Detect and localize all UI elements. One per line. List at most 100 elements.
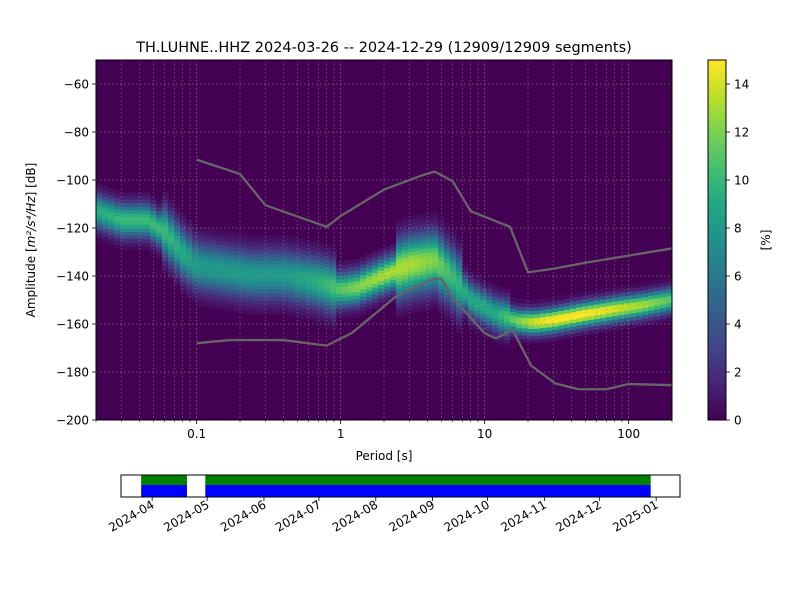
heatmap-cell bbox=[150, 217, 157, 222]
heatmap-cell bbox=[108, 238, 115, 243]
heatmap-cell bbox=[348, 278, 355, 283]
heatmap-cell bbox=[102, 189, 109, 194]
heatmap-cell bbox=[582, 291, 589, 296]
heatmap-cell bbox=[456, 264, 463, 269]
heatmap-cell bbox=[456, 249, 463, 254]
heatmap-cell bbox=[642, 318, 649, 323]
heatmap-cell bbox=[354, 306, 361, 311]
heatmap-cell bbox=[198, 269, 205, 274]
heatmap-cell bbox=[312, 299, 319, 304]
heatmap-cell bbox=[228, 256, 235, 261]
heatmap-cell bbox=[498, 341, 505, 346]
heatmap-cell bbox=[318, 293, 325, 298]
heatmap-cell bbox=[288, 276, 295, 281]
heatmap-cell bbox=[432, 265, 439, 270]
heatmap-cell bbox=[270, 300, 277, 304]
heatmap-cell bbox=[456, 271, 463, 276]
heatmap-cell bbox=[330, 257, 337, 262]
heatmap-cell bbox=[300, 300, 307, 305]
heatmap-cell bbox=[198, 258, 205, 263]
heatmap-cell bbox=[264, 292, 271, 297]
heatmap-cell bbox=[450, 285, 457, 290]
heatmap-cell bbox=[594, 329, 601, 334]
heatmap-cell bbox=[504, 332, 511, 337]
heatmap-cell bbox=[414, 308, 421, 313]
heatmap-cell bbox=[606, 298, 613, 303]
heatmap-cell bbox=[270, 256, 277, 261]
heatmap-cell bbox=[480, 321, 487, 326]
heatmap-cell bbox=[588, 323, 595, 328]
heatmap-cell bbox=[516, 302, 523, 307]
heatmap-cell bbox=[612, 322, 619, 327]
heatmap-cell bbox=[474, 325, 481, 330]
heatmap-cell bbox=[360, 292, 367, 297]
heatmap-cells bbox=[96, 183, 672, 348]
heatmap-cell bbox=[246, 295, 253, 300]
heatmap-cell bbox=[204, 238, 211, 243]
heatmap-cell bbox=[444, 255, 451, 260]
heatmap-cell bbox=[186, 262, 193, 267]
heatmap-cell bbox=[234, 279, 241, 284]
heatmap-cell bbox=[216, 301, 223, 306]
heatmap-cell bbox=[330, 300, 337, 305]
heatmap-cell bbox=[516, 320, 523, 325]
heatmap-cell bbox=[414, 282, 421, 287]
heatmap-cell bbox=[234, 247, 241, 252]
heatmap-cell bbox=[162, 264, 169, 269]
heatmap-cell bbox=[558, 303, 565, 308]
heatmap-cell bbox=[216, 244, 223, 249]
heatmap-cell bbox=[342, 304, 349, 309]
heatmap-cell bbox=[120, 235, 127, 240]
heatmap-cell bbox=[336, 297, 343, 302]
heatmap-cell bbox=[204, 295, 211, 300]
heatmap-cell bbox=[180, 257, 187, 262]
heatmap-cell bbox=[540, 306, 547, 311]
heatmap-cell bbox=[162, 246, 169, 251]
heatmap-cell bbox=[162, 206, 169, 211]
heatmap-cell bbox=[612, 326, 619, 331]
heatmap-cell bbox=[330, 293, 337, 298]
heatmap-cell bbox=[96, 237, 103, 242]
heatmap-cell bbox=[240, 305, 247, 310]
heatmap-cell bbox=[204, 234, 211, 239]
heatmap-cell bbox=[534, 321, 541, 326]
heatmap-cell bbox=[396, 277, 403, 282]
heatmap-cell bbox=[540, 313, 547, 318]
heatmap-cell bbox=[624, 324, 631, 329]
heatmap-cell bbox=[480, 292, 487, 297]
heatmap-cell bbox=[468, 274, 475, 279]
heatmap-cell bbox=[264, 307, 271, 312]
heatmap-cell bbox=[144, 210, 151, 215]
heatmap-cell bbox=[498, 298, 505, 303]
heatmap-cell bbox=[330, 322, 337, 327]
heatmap-cell bbox=[288, 254, 295, 259]
colorbar-tick-label: 6 bbox=[734, 270, 742, 284]
heatmap-cell bbox=[168, 213, 175, 218]
heatmap-cell bbox=[144, 224, 151, 229]
heatmap-cell bbox=[180, 217, 187, 222]
heatmap-cell bbox=[342, 271, 349, 276]
heatmap-cell bbox=[186, 222, 193, 227]
heatmap-cell bbox=[396, 302, 403, 307]
heatmap-cell bbox=[162, 213, 169, 218]
heatmap-cell bbox=[390, 276, 397, 281]
heatmap-cell bbox=[276, 256, 283, 261]
heatmap-cell bbox=[156, 200, 163, 205]
heatmap-cell bbox=[660, 314, 667, 319]
heatmap-cell bbox=[642, 296, 649, 301]
heatmap-cell bbox=[186, 276, 193, 281]
heatmap-cell bbox=[132, 220, 139, 225]
heatmap-cell bbox=[384, 256, 391, 261]
heatmap-cell bbox=[138, 192, 145, 196]
heatmap-cell bbox=[228, 238, 235, 243]
heatmap-cell bbox=[234, 293, 241, 298]
heatmap-cell bbox=[234, 301, 241, 306]
heatmap-cell bbox=[576, 292, 583, 297]
heatmap-cell bbox=[360, 260, 367, 265]
heatmap-cell bbox=[372, 290, 379, 295]
heatmap-cell bbox=[402, 246, 409, 251]
heatmap-cell bbox=[360, 281, 367, 286]
heatmap-cell bbox=[318, 315, 325, 320]
colorbar-tick-label: 0 bbox=[734, 414, 742, 428]
heatmap-cell bbox=[186, 240, 193, 245]
